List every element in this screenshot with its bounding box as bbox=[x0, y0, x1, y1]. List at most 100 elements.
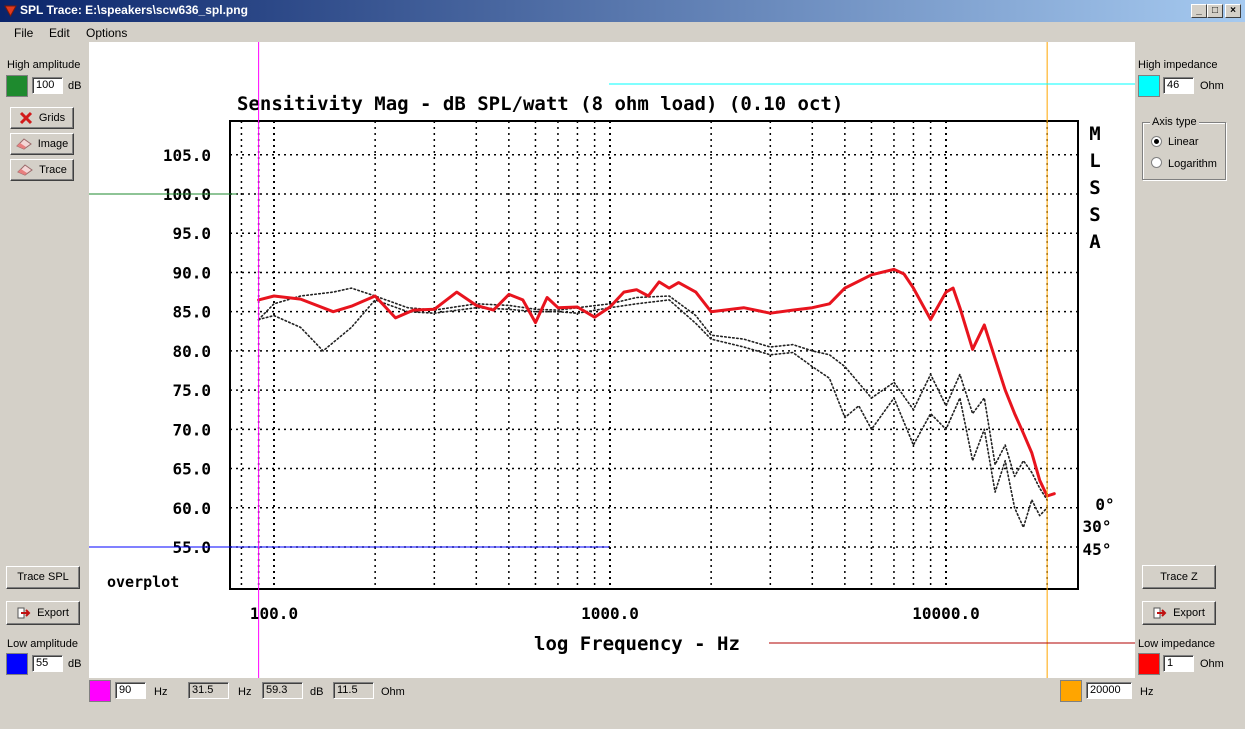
x-axis-label: log Frequency - Hz bbox=[534, 633, 740, 655]
maximize-button[interactable]: □ bbox=[1207, 4, 1223, 18]
low-impedance-label: Low impedance bbox=[1138, 638, 1216, 650]
export-z-button[interactable]: Export bbox=[1142, 601, 1216, 625]
y-tick-label: 60.0 bbox=[172, 499, 211, 518]
y-tick-label: 95.0 bbox=[172, 224, 211, 243]
eraser-icon bbox=[15, 138, 32, 150]
start-frequency-input[interactable]: 90 bbox=[115, 682, 146, 699]
axis-type-group bbox=[1142, 122, 1226, 180]
readout-db: 59.3 bbox=[262, 682, 303, 699]
y-tick-label: 85.0 bbox=[172, 303, 211, 322]
export-z-label: Export bbox=[1173, 607, 1205, 619]
x-tick-label: 1000.0 bbox=[581, 604, 639, 623]
menu-file[interactable]: File bbox=[14, 26, 34, 40]
high-impedance-unit: Ohm bbox=[1200, 80, 1224, 92]
minimize-icon: _ bbox=[1196, 5, 1202, 16]
close-icon: × bbox=[1230, 5, 1236, 16]
grids-button-label: Grids bbox=[38, 112, 66, 124]
trace-spl-button[interactable]: Trace SPL bbox=[6, 566, 80, 589]
end-marker-color-swatch[interactable] bbox=[1060, 680, 1082, 702]
high-impedance-label: High impedance bbox=[1138, 59, 1218, 71]
low-amplitude-unit: dB bbox=[68, 658, 82, 670]
spl-chart: Sensitivity Mag - dB SPL/watt (8 ohm loa… bbox=[89, 42, 1135, 678]
chart-title: Sensitivity Mag - dB SPL/watt (8 ohm loa… bbox=[237, 93, 843, 115]
end-frequency-input[interactable]: 20000 bbox=[1086, 682, 1132, 699]
axis-log-radio[interactable] bbox=[1151, 157, 1162, 168]
side-label-char: A bbox=[1089, 231, 1101, 253]
end-frequency-unit: Hz bbox=[1140, 686, 1154, 698]
angle-label: 0° bbox=[1095, 495, 1114, 514]
title-bar: SPL Trace: E:\speakers\scw636_spl.png _ … bbox=[0, 0, 1245, 22]
y-tick-label: 70.0 bbox=[172, 420, 211, 439]
eraser-icon bbox=[17, 164, 34, 176]
side-label-char: S bbox=[1089, 177, 1100, 199]
axis-linear-radio[interactable] bbox=[1151, 136, 1162, 147]
readout-db-unit: dB bbox=[310, 686, 324, 698]
x-tick-label: 100.0 bbox=[250, 604, 298, 623]
chart-canvas[interactable]: Sensitivity Mag - dB SPL/watt (8 ohm loa… bbox=[89, 42, 1135, 678]
y-ticks: 105.0100.095.090.085.080.075.070.065.060… bbox=[163, 146, 211, 557]
y-tick-label: 105.0 bbox=[163, 146, 211, 165]
x-ticks: 100.0 1000.0 10000.0 bbox=[250, 604, 980, 623]
export-spl-label: Export bbox=[37, 607, 69, 619]
start-frequency-unit: Hz bbox=[154, 686, 168, 698]
x-tick-label: 10000.0 bbox=[912, 604, 979, 623]
series-line-dotted bbox=[257, 299, 1048, 529]
overplot-label: overplot bbox=[107, 573, 179, 591]
angle-label: 45° bbox=[1083, 540, 1112, 559]
high-impedance-color-swatch[interactable] bbox=[1138, 75, 1160, 97]
low-impedance-color-swatch[interactable] bbox=[1138, 653, 1160, 675]
readout-ohm: 11.5 bbox=[333, 682, 374, 699]
export-icon bbox=[1153, 607, 1167, 619]
trace-z-button[interactable]: Trace Z bbox=[1142, 565, 1216, 589]
grids-button[interactable]: Grids bbox=[10, 107, 74, 129]
side-label-char: S bbox=[1089, 204, 1100, 226]
y-tick-label: 75.0 bbox=[172, 381, 211, 400]
high-impedance-input[interactable]: 46 bbox=[1163, 77, 1194, 94]
readout-frequency: 31.5 bbox=[188, 682, 229, 699]
red-x-icon bbox=[19, 112, 32, 125]
side-label-char: L bbox=[1089, 150, 1100, 172]
y-tick-label: 65.0 bbox=[172, 460, 211, 479]
y-tick-label: 90.0 bbox=[172, 263, 211, 282]
low-impedance-unit: Ohm bbox=[1200, 658, 1224, 670]
low-amplitude-input[interactable]: 55 bbox=[32, 655, 63, 672]
trace-button-label: Trace bbox=[39, 164, 67, 176]
app-icon bbox=[4, 5, 17, 17]
high-amplitude-input[interactable]: 100 bbox=[32, 77, 63, 94]
export-spl-button[interactable]: Export bbox=[6, 601, 80, 625]
menu-bar: File Edit Options bbox=[0, 22, 1245, 42]
maximize-icon: □ bbox=[1211, 5, 1219, 16]
trace-z-label: Trace Z bbox=[1160, 571, 1198, 583]
start-marker-color-swatch[interactable] bbox=[89, 680, 111, 702]
angle-labels: 0° 30° 45° bbox=[1083, 495, 1115, 559]
y-tick-label: 80.0 bbox=[172, 342, 211, 361]
series bbox=[257, 267, 1056, 529]
marker-lines bbox=[89, 42, 1135, 678]
readout-ohm-unit: Ohm bbox=[381, 686, 405, 698]
axis-log-label[interactable]: Logarithm bbox=[1168, 158, 1217, 170]
plot-frame bbox=[229, 120, 1079, 590]
grid bbox=[230, 121, 1078, 589]
series-line-red-trace bbox=[257, 267, 1056, 498]
high-amplitude-unit: dB bbox=[68, 80, 82, 92]
export-icon bbox=[17, 607, 31, 619]
low-amplitude-label: Low amplitude bbox=[7, 638, 78, 650]
angle-label: 30° bbox=[1083, 517, 1112, 536]
high-amplitude-color-swatch[interactable] bbox=[6, 75, 28, 97]
axis-linear-label[interactable]: Linear bbox=[1168, 136, 1199, 148]
menu-edit[interactable]: Edit bbox=[49, 26, 70, 40]
high-amplitude-label: High amplitude bbox=[7, 59, 81, 71]
image-button-label: Image bbox=[37, 138, 69, 150]
trace-spl-label: Trace SPL bbox=[17, 571, 69, 583]
menu-options[interactable]: Options bbox=[86, 26, 128, 40]
low-amplitude-color-swatch[interactable] bbox=[6, 653, 28, 675]
window-title: SPL Trace: E:\speakers\scw636_spl.png bbox=[20, 3, 248, 17]
close-button[interactable]: × bbox=[1225, 4, 1241, 18]
low-impedance-input[interactable]: 1 bbox=[1163, 655, 1194, 672]
readout-frequency-unit: Hz bbox=[238, 686, 252, 698]
image-button[interactable]: Image bbox=[10, 133, 74, 155]
trace-button[interactable]: Trace bbox=[10, 159, 74, 181]
series-line-dotted bbox=[257, 287, 1048, 501]
minimize-button[interactable]: _ bbox=[1191, 4, 1207, 18]
